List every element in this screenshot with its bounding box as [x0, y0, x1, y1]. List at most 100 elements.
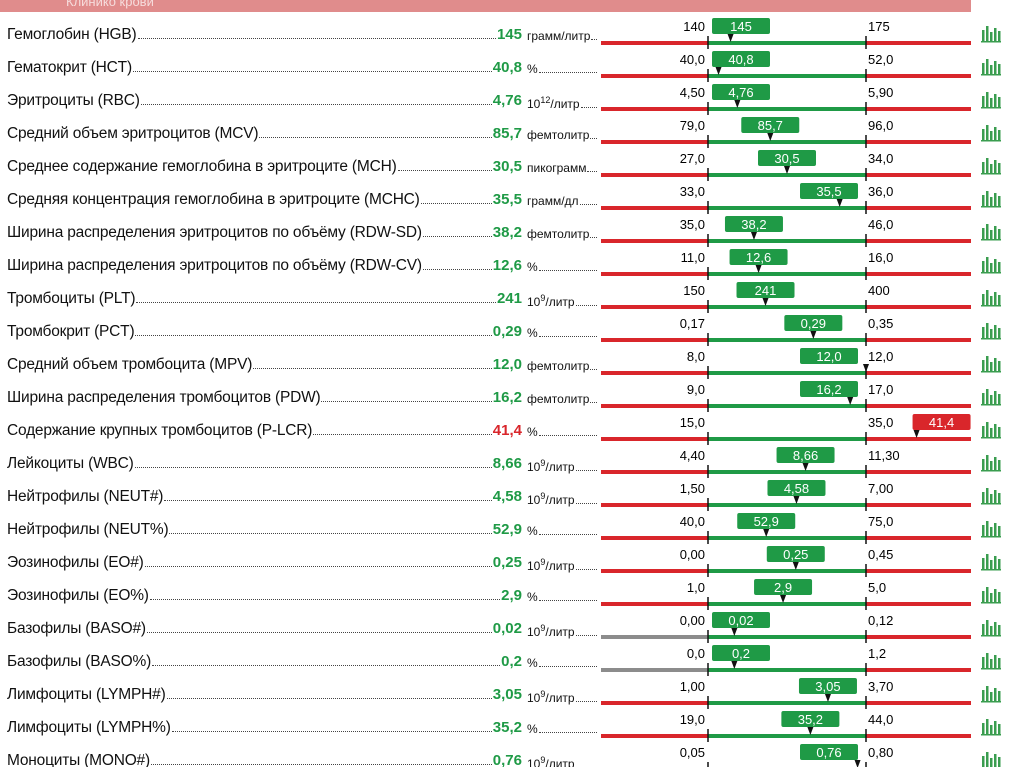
history-icon — [981, 554, 1001, 571]
test-value: 35,2 — [492, 719, 522, 736]
high-limit: 0,12 — [868, 613, 893, 628]
value-badge — [912, 414, 971, 430]
icon-bar — [994, 160, 997, 174]
result-row: Лимфоциты (LYMPH#) 3,05 109/литр 1,00 3,70 3,… — [0, 678, 1015, 713]
value-pointer — [784, 166, 790, 174]
unit-exp: 9 — [540, 623, 546, 633]
test-name: Тромбокрит (PCT) — [7, 323, 135, 340]
result-row: Ширина распределения тромбоцитов (PDW) 16… — [0, 381, 1015, 416]
icon-bar — [986, 290, 989, 306]
leader — [166, 698, 492, 699]
icon-bar — [994, 754, 997, 767]
range-bar: 150 400 241 — [601, 282, 1001, 313]
history-icon — [981, 686, 1001, 703]
icon-bar — [986, 92, 989, 108]
badge-value: 8,66 — [793, 448, 818, 463]
unit-text: /литр — [545, 691, 575, 705]
icon-bar — [994, 721, 997, 735]
unit-leader: % — [527, 425, 598, 439]
leader — [169, 533, 492, 534]
icon-bar — [982, 162, 985, 174]
icon-bar — [982, 261, 985, 273]
test-name: Лейкоциты (WBC) — [7, 455, 134, 472]
value-badge — [754, 579, 813, 595]
range-bar: 19,0 44,0 35,2 — [601, 711, 1001, 742]
high-limit: 0,80 — [868, 745, 893, 760]
history-icon — [981, 521, 1001, 538]
icon-bar — [986, 422, 989, 438]
normal-zone — [708, 272, 866, 276]
normal-zone — [708, 437, 866, 441]
icon-bar — [986, 59, 989, 75]
value-marker: 3,05 — [798, 678, 857, 702]
normal-zone — [708, 371, 866, 375]
name-leader: Средняя концентрация гемоглобина в эритр… — [7, 191, 522, 209]
result-row: Лимфоциты (LYMPH%) 35,2% 19,0 44,0 35,2 — [0, 711, 1015, 746]
value-badge — [712, 18, 770, 34]
high-limit: 5,90 — [868, 85, 893, 100]
low-zone — [601, 635, 708, 639]
leader — [150, 764, 492, 765]
high-limit: 35,0 — [868, 415, 893, 430]
icon-bar — [994, 259, 997, 273]
history-icon — [982, 752, 1001, 767]
name-leader: Ширина распределения тромбоцитов (PDW) 16… — [7, 389, 522, 407]
normal-zone — [708, 503, 866, 507]
icon-base — [981, 635, 1001, 637]
badge-value: 0,2 — [732, 646, 750, 661]
icon-bar — [998, 229, 1001, 240]
icon-bar — [990, 428, 993, 438]
range-bar: 0,17 0,35 0,29 — [601, 315, 1001, 346]
icon-bar — [986, 389, 989, 405]
icon-base — [981, 470, 1001, 472]
value-badge — [736, 282, 795, 298]
high-zone — [866, 569, 971, 573]
unit-leader: % — [527, 590, 598, 604]
value-marker: 0,25 — [766, 546, 825, 570]
range-bar: 1,50 7,00 4,58 — [601, 480, 1001, 511]
history-icon — [981, 191, 1001, 208]
name-leader: Средний объем эритроцитов (MCV) 85,7 — [7, 125, 522, 143]
icon-bar — [994, 28, 997, 42]
icon-bar — [998, 64, 1001, 75]
low-limit: 4,50 — [680, 85, 705, 100]
history-icon — [981, 158, 1001, 175]
icon-bar — [986, 686, 989, 702]
unit-leader: фемтолитр — [527, 128, 598, 142]
unit: % — [527, 722, 538, 736]
value-badge — [737, 513, 796, 529]
icon-bar — [998, 394, 1001, 405]
icon-bar — [986, 752, 989, 767]
leader — [164, 500, 492, 501]
test-value: 16,2 — [492, 389, 522, 406]
name-leader: Гемоглобин (HGB) 145 — [7, 26, 522, 44]
test-value: 12,6 — [492, 257, 522, 274]
unit-text: /литр — [545, 460, 575, 474]
unit-base: 10 — [527, 493, 541, 507]
value-marker: 12,6 — [729, 249, 788, 273]
leader — [538, 270, 597, 271]
icon-bar — [990, 296, 993, 306]
icon-bar — [990, 362, 993, 372]
low-limit: 0,0 — [687, 646, 705, 661]
low-zone — [601, 503, 708, 507]
unit: 109/литр — [527, 458, 575, 474]
unit-base: 10 — [527, 460, 541, 474]
icon-bar — [986, 257, 989, 273]
history-icon — [981, 488, 1001, 505]
test-value: 0,25 — [492, 554, 522, 571]
icon-bar — [982, 756, 985, 767]
test-name: Нейтрофилы (NEUT#) — [7, 488, 164, 505]
value-badge — [800, 381, 858, 397]
leader — [134, 467, 492, 468]
value-badge — [712, 51, 770, 67]
icon-bar — [998, 262, 1001, 273]
icon-bar — [982, 327, 985, 339]
badge-value: 12,0 — [816, 349, 841, 364]
icon-bar — [990, 626, 993, 636]
result-row: Тромбоциты (PLT) 241 109/литр 150 400 241 — [0, 282, 1015, 317]
unit-base: 10 — [527, 691, 541, 705]
result-row: Средняя концентрация гемоглобина в эритр… — [0, 183, 1015, 218]
result-row: Содержание крупных тромбоцитов (P-LCR) 41… — [0, 414, 1015, 449]
test-name: Среднее содержание гемоглобина в эритроц… — [7, 158, 397, 175]
